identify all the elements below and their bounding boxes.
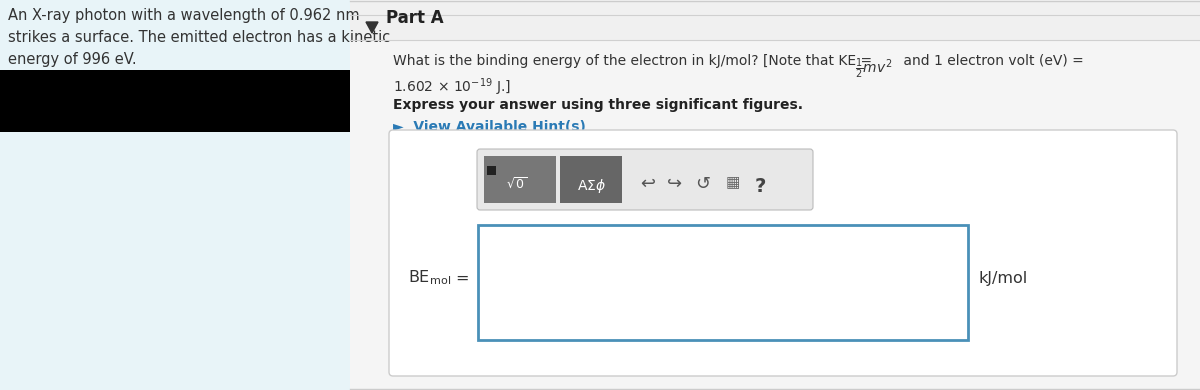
Text: Part A: Part A — [386, 9, 444, 27]
Bar — [350, 2, 1200, 40]
Text: What is the binding energy of the electron in kJ/mol? [Note that KE =: What is the binding energy of the electr… — [394, 54, 876, 68]
Bar — [560, 156, 622, 203]
FancyBboxPatch shape — [478, 149, 814, 210]
Text: strikes a surface. The emitted electron has a kinetic: strikes a surface. The emitted electron … — [8, 30, 390, 45]
Text: kJ/mol: kJ/mol — [978, 271, 1027, 285]
FancyBboxPatch shape — [389, 130, 1177, 376]
Bar — [0, 70, 350, 132]
Text: and 1 electron volt (eV) =: and 1 electron volt (eV) = — [899, 54, 1084, 68]
Text: An X-ray photon with a wavelength of 0.962 nm: An X-ray photon with a wavelength of 0.9… — [8, 8, 360, 23]
Text: A$\Sigma\phi$: A$\Sigma\phi$ — [576, 177, 606, 195]
Text: ►  View Available Hint(s): ► View Available Hint(s) — [394, 120, 586, 134]
Text: 1.602 $\times$ 10$^{-19}$ J.]: 1.602 $\times$ 10$^{-19}$ J.] — [394, 76, 511, 98]
Text: $\frac{1}{2}mv^{2}$: $\frac{1}{2}mv^{2}$ — [854, 57, 893, 82]
Text: ↩: ↩ — [641, 175, 655, 193]
Polygon shape — [366, 22, 378, 33]
Text: ↺: ↺ — [696, 175, 710, 193]
Bar — [0, 0, 350, 390]
Bar — [478, 225, 968, 340]
Text: ?: ? — [755, 177, 766, 196]
Text: ▦: ▦ — [726, 175, 740, 190]
Text: ↪: ↪ — [667, 175, 683, 193]
Bar — [350, 0, 1200, 390]
Bar — [487, 166, 496, 175]
Text: BE$_{\mathregular{mol}}$: BE$_{\mathregular{mol}}$ — [408, 269, 451, 287]
Text: Express your answer using three significant figures.: Express your answer using three signific… — [394, 98, 803, 112]
Text: energy of 996 eV.: energy of 996 eV. — [8, 52, 137, 67]
Text: $\sqrt{0}$: $\sqrt{0}$ — [506, 177, 528, 192]
Bar — [484, 156, 556, 203]
Text: =: = — [455, 271, 468, 285]
